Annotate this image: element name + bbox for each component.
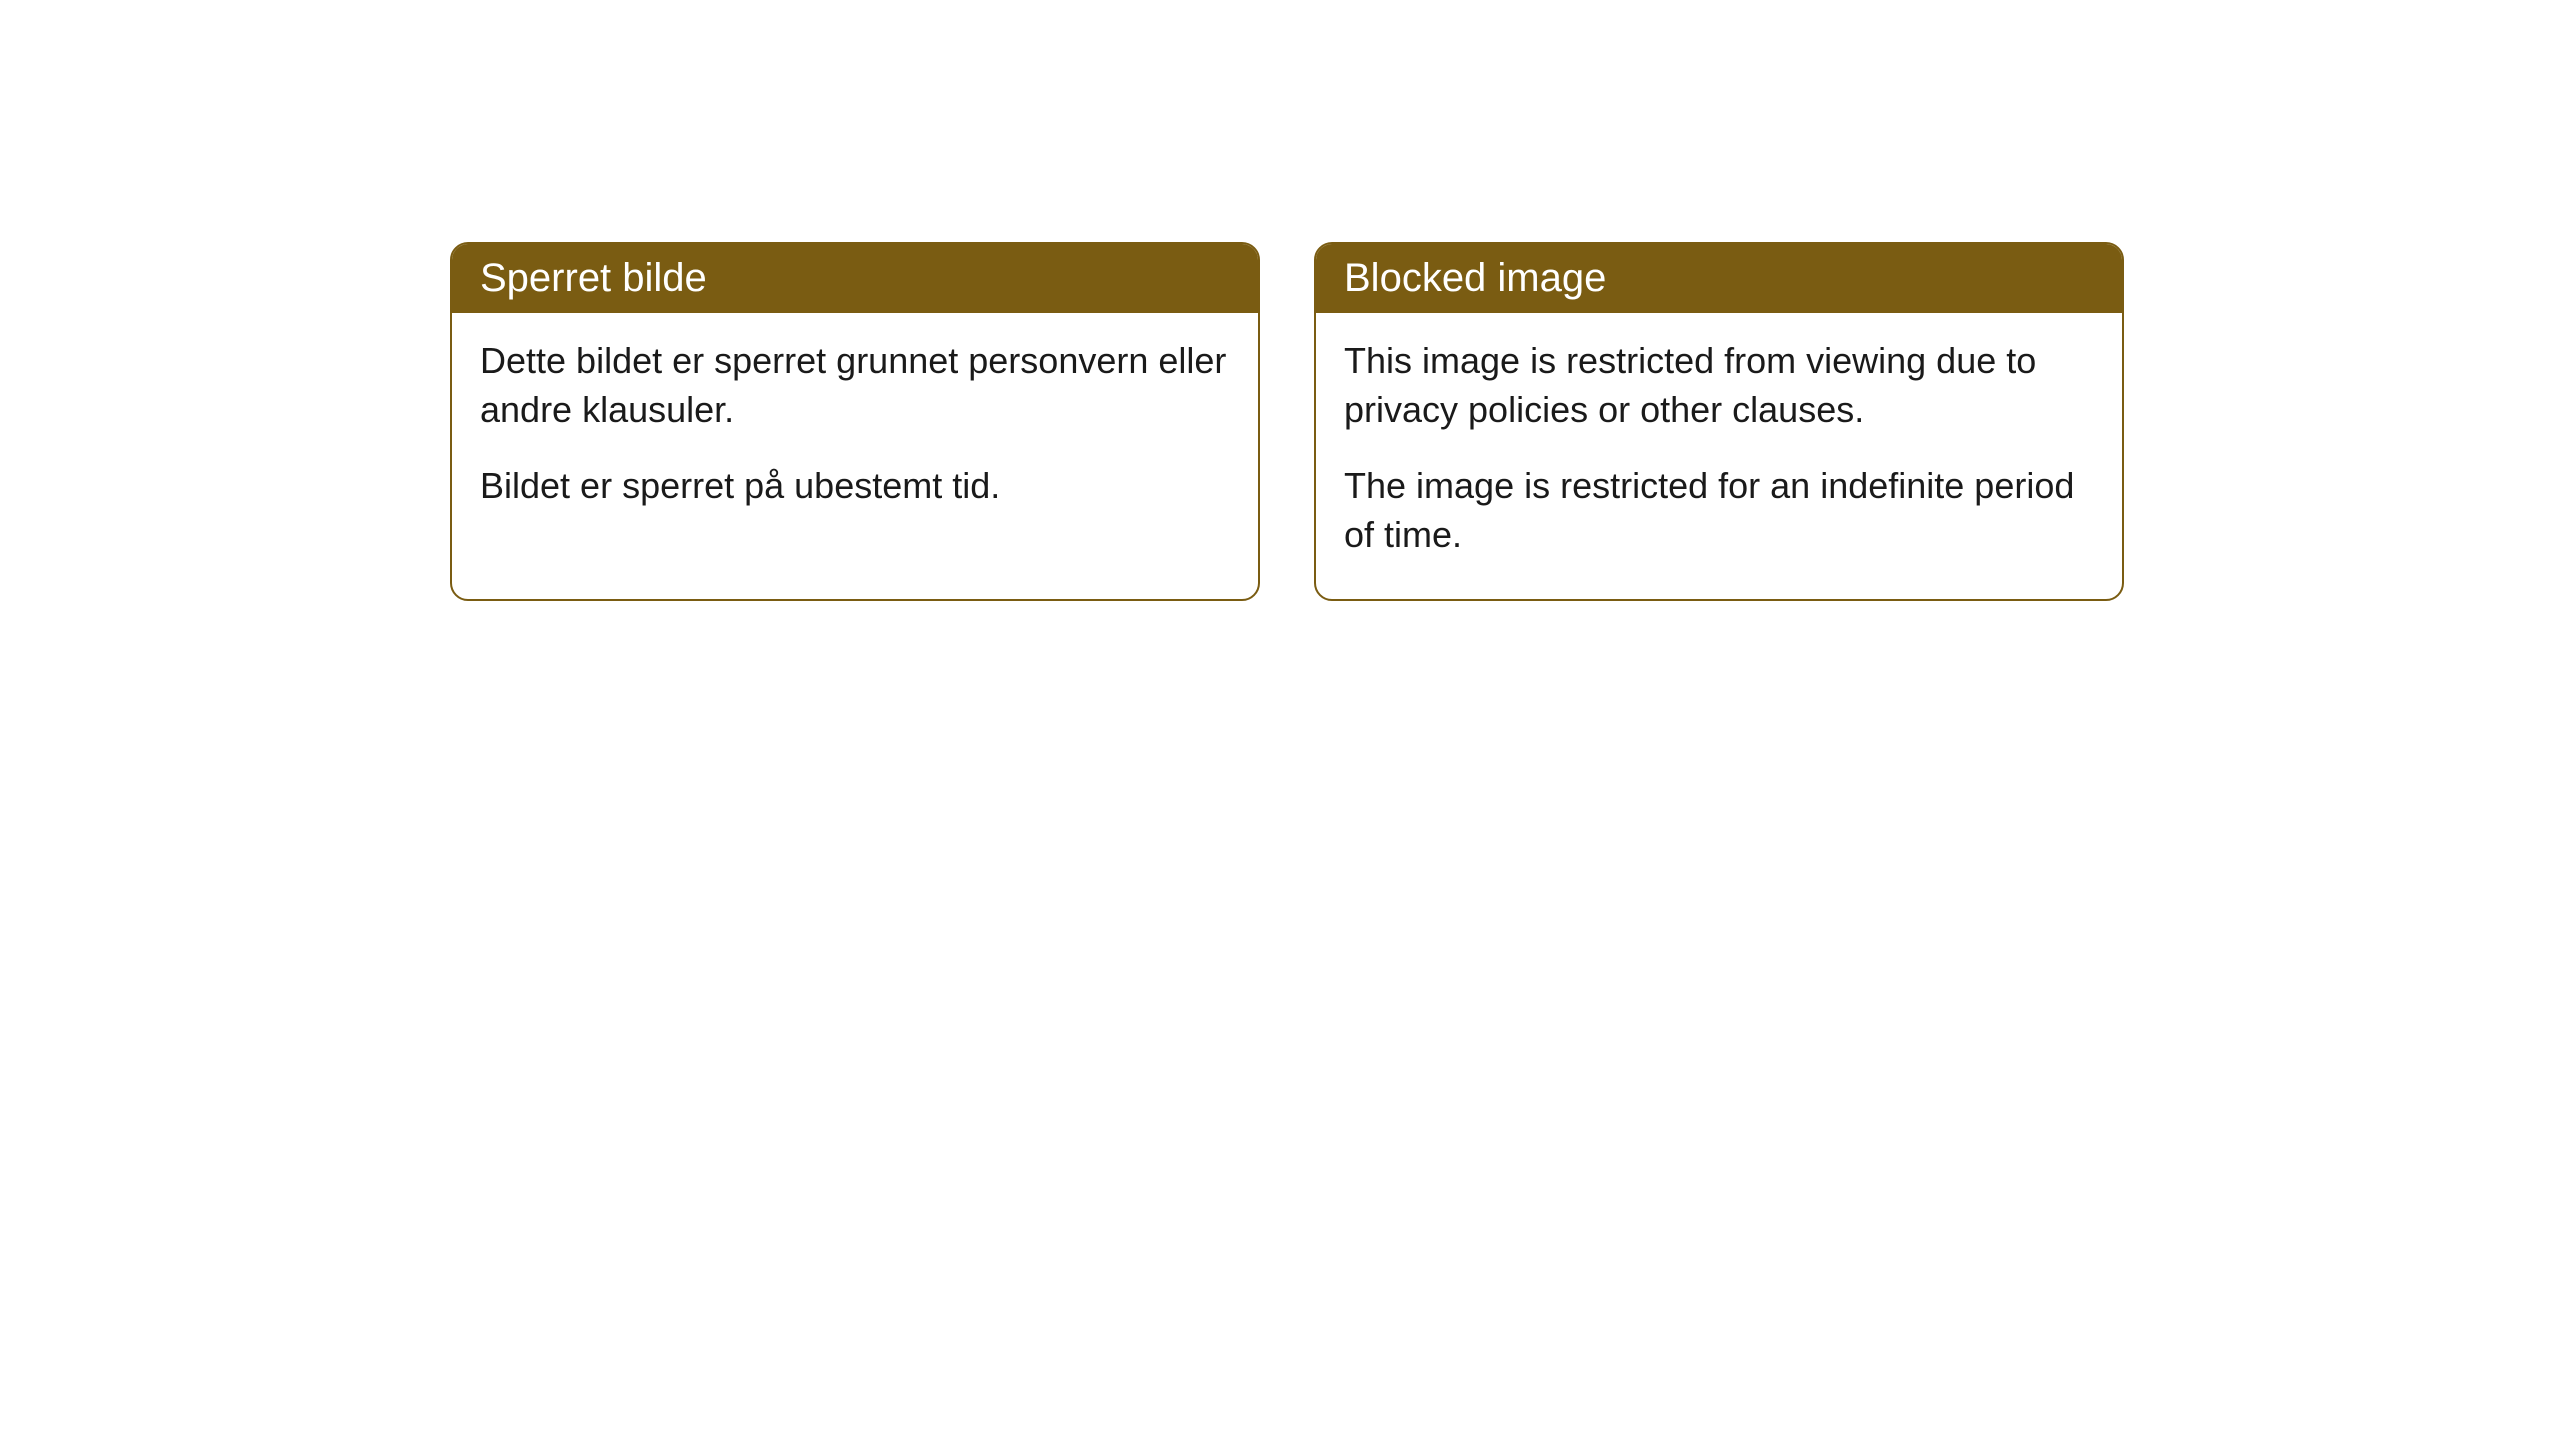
card-paragraph-2-norwegian: Bildet er sperret på ubestemt tid. bbox=[480, 462, 1230, 511]
card-english: Blocked image This image is restricted f… bbox=[1314, 242, 2124, 601]
card-paragraph-1-english: This image is restricted from viewing du… bbox=[1344, 337, 2094, 434]
card-header-norwegian: Sperret bilde bbox=[452, 244, 1258, 313]
card-paragraph-1-norwegian: Dette bildet er sperret grunnet personve… bbox=[480, 337, 1230, 434]
card-body-english: This image is restricted from viewing du… bbox=[1316, 313, 2122, 599]
card-body-norwegian: Dette bildet er sperret grunnet personve… bbox=[452, 313, 1258, 551]
card-norwegian: Sperret bilde Dette bildet er sperret gr… bbox=[450, 242, 1260, 601]
card-title-english: Blocked image bbox=[1344, 256, 1606, 300]
card-title-norwegian: Sperret bilde bbox=[480, 256, 707, 300]
card-paragraph-2-english: The image is restricted for an indefinit… bbox=[1344, 462, 2094, 559]
card-header-english: Blocked image bbox=[1316, 244, 2122, 313]
cards-container: Sperret bilde Dette bildet er sperret gr… bbox=[450, 242, 2124, 601]
